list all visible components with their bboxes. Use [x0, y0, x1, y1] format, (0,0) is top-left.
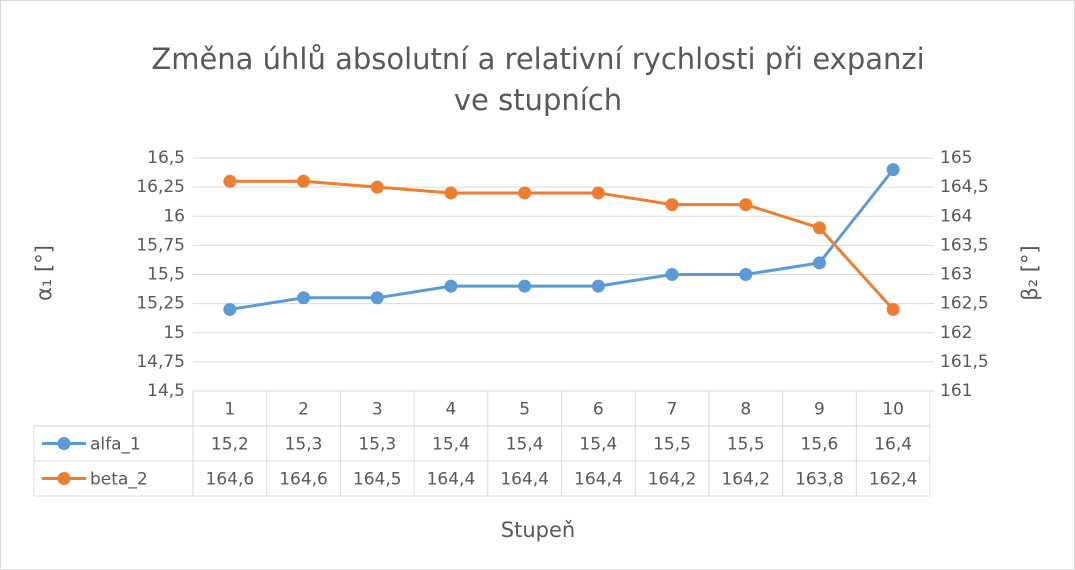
table-value: 15,6 — [801, 435, 839, 455]
table-value: 15,2 — [211, 435, 249, 455]
y-tick-label: 15,75 — [136, 235, 185, 255]
x-tick-label: 8 — [740, 400, 751, 420]
point — [444, 186, 458, 200]
y2-tick-label: 165 — [940, 148, 972, 168]
point — [739, 268, 753, 281]
point — [886, 163, 900, 177]
y2-tick-label: 161,5 — [940, 352, 989, 372]
table-value: 164,2 — [721, 470, 770, 490]
table-value: 164,2 — [648, 470, 697, 490]
point — [444, 279, 458, 293]
x-tick-label: 5 — [519, 400, 530, 420]
y2-tick-label: 162,5 — [940, 294, 989, 314]
table-value: 15,4 — [432, 435, 470, 455]
table-value: 163,8 — [795, 470, 844, 490]
legend-marker — [57, 437, 71, 450]
table-value: 15,5 — [727, 435, 765, 455]
y2-tick-label: 162 — [940, 323, 972, 343]
y2-tick-label: 163,5 — [940, 235, 989, 255]
y2-tick-label: 164 — [940, 206, 972, 226]
point — [665, 198, 679, 212]
y2-tick-label: 161 — [940, 381, 972, 401]
table-value: 164,4 — [500, 470, 549, 490]
y-tick-label: 14,5 — [147, 381, 185, 401]
table-value: 162,4 — [869, 470, 918, 490]
y2-axis-label: β₂ [°] — [1018, 245, 1042, 300]
table-value: 15,3 — [358, 435, 396, 455]
x-tick-label: 2 — [298, 400, 309, 420]
x-tick-label: 10 — [882, 400, 904, 420]
point — [223, 174, 237, 188]
legend-marker — [57, 472, 71, 485]
point — [370, 180, 384, 194]
point — [223, 302, 237, 316]
series-line — [229, 179, 895, 311]
point — [297, 291, 311, 305]
y-tick-label: 16 — [163, 206, 185, 226]
point — [370, 291, 384, 305]
point — [518, 186, 532, 200]
table-value: 15,5 — [653, 435, 691, 455]
x-tick-label: 7 — [667, 400, 678, 420]
point — [886, 302, 900, 316]
point — [591, 186, 605, 200]
point — [591, 279, 605, 293]
legend-label: alfa_1 — [90, 435, 141, 455]
table-value: 15,4 — [579, 435, 617, 455]
chart-title: Změna úhlů absolutní a relativní rychlos… — [151, 42, 925, 117]
table-value: 164,6 — [279, 470, 328, 490]
x-tick-label: 1 — [224, 400, 235, 420]
y2-tick-label: 163 — [940, 265, 972, 285]
y-tick-label: 15,25 — [136, 294, 185, 314]
table-value: 164,6 — [206, 470, 255, 490]
x-tick-label: 3 — [372, 400, 383, 420]
point — [739, 198, 753, 212]
point — [665, 268, 679, 281]
x-tick-label: 6 — [593, 400, 604, 420]
table-value: 15,4 — [506, 435, 544, 455]
y-tick-label: 15 — [163, 323, 185, 343]
table-value: 16,4 — [874, 435, 912, 455]
y2-tick-label: 164,5 — [940, 177, 989, 197]
point — [812, 256, 826, 270]
point — [518, 279, 532, 293]
table-value: 164,5 — [353, 470, 402, 490]
point — [297, 174, 311, 188]
x-axis-label: Stupeň — [501, 518, 575, 542]
table-value: 164,4 — [427, 470, 476, 490]
y-tick-label: 14,75 — [136, 352, 185, 372]
y-tick-label: 16,5 — [147, 148, 185, 168]
y-tick-label: 15,5 — [147, 265, 185, 285]
table-value: 15,3 — [285, 435, 323, 455]
x-tick-label: 9 — [814, 400, 825, 420]
x-tick-label: 4 — [446, 400, 457, 420]
table-value: 164,4 — [574, 470, 623, 490]
point — [812, 221, 826, 235]
legend-label: beta_2 — [90, 470, 148, 490]
y-axis-label: α₁ [°] — [32, 245, 56, 301]
series-line — [229, 168, 895, 311]
y-tick-label: 16,25 — [136, 177, 185, 197]
